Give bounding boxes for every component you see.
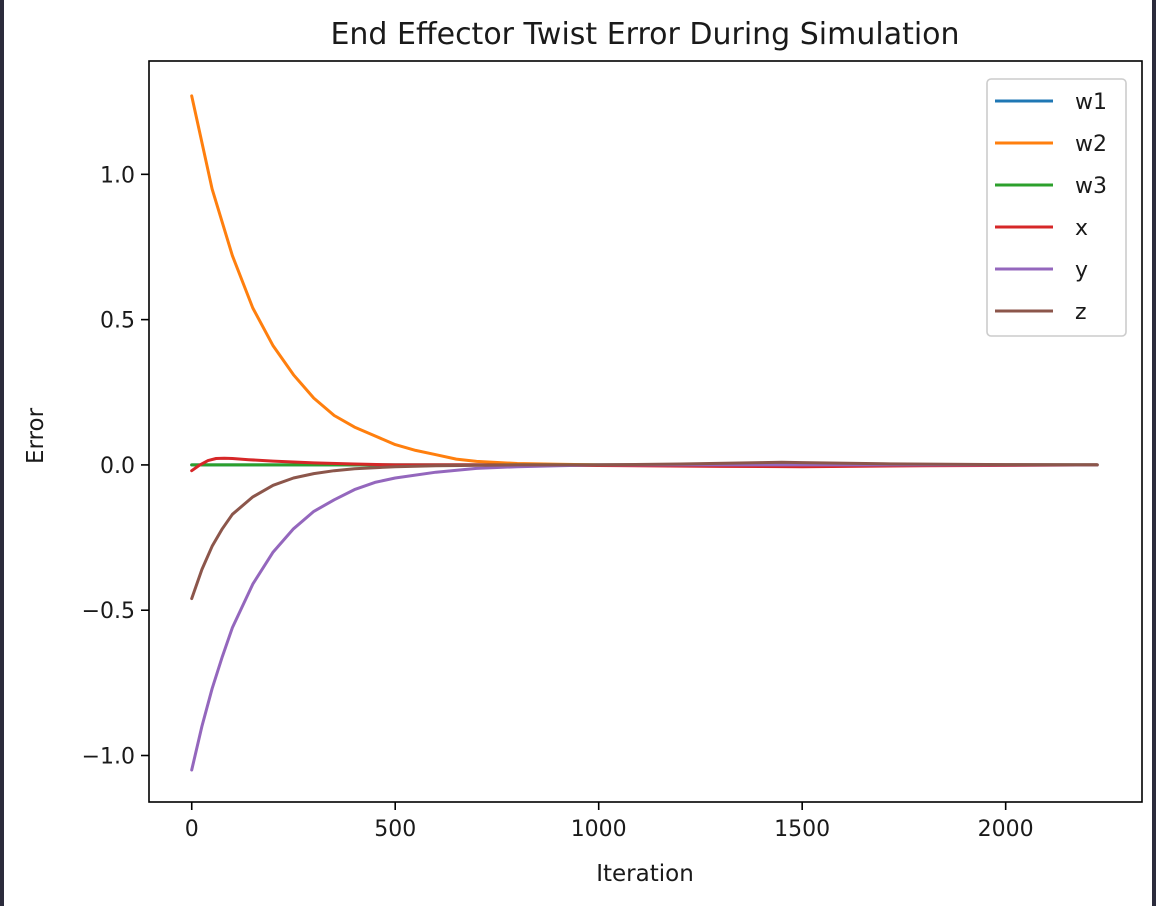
x-tick-label: 500	[374, 817, 416, 842]
x-tick-label: 1000	[571, 817, 627, 842]
chart-title: End Effector Twist Error During Simulati…	[330, 17, 959, 52]
x-tick-label: 1500	[774, 817, 830, 842]
legend-label-w2: w2	[1075, 132, 1107, 157]
series-line-z	[190, 460, 1099, 601]
y-tick-label: 0.0	[100, 454, 135, 479]
y-tick-label: 0.5	[100, 309, 135, 334]
x-tick-label: 2000	[978, 817, 1034, 842]
legend-label-w3: w3	[1075, 174, 1107, 199]
series-line-x	[190, 456, 1099, 473]
window-edge-right	[1152, 0, 1156, 906]
legend-label-y: y	[1075, 258, 1088, 283]
y-tick-label: −0.5	[82, 599, 135, 624]
y-axis-label: Error	[23, 407, 49, 464]
series-line-y	[190, 463, 1099, 772]
legend-label-w1: w1	[1075, 90, 1107, 115]
window-edge-left	[0, 0, 4, 906]
series-line-w2	[190, 94, 1099, 467]
legend-label-z: z	[1075, 300, 1087, 325]
legend-box	[986, 78, 1127, 337]
y-tick-label: 1.0	[100, 163, 135, 188]
plot-area	[190, 94, 1099, 772]
y-tick-label: −1.0	[82, 745, 135, 770]
axes-frame	[148, 60, 1143, 803]
legend-label-x: x	[1075, 216, 1088, 241]
series-lines	[190, 94, 1099, 772]
axes: 0 500 1000 1500 2000 −1.0 −0.5 0.0 0.5 1.0	[82, 60, 1143, 842]
x-axis-label: Iteration	[596, 861, 694, 887]
legend: w1 w2 w3 xyz	[986, 78, 1127, 337]
x-tick-label: 0	[185, 817, 199, 842]
